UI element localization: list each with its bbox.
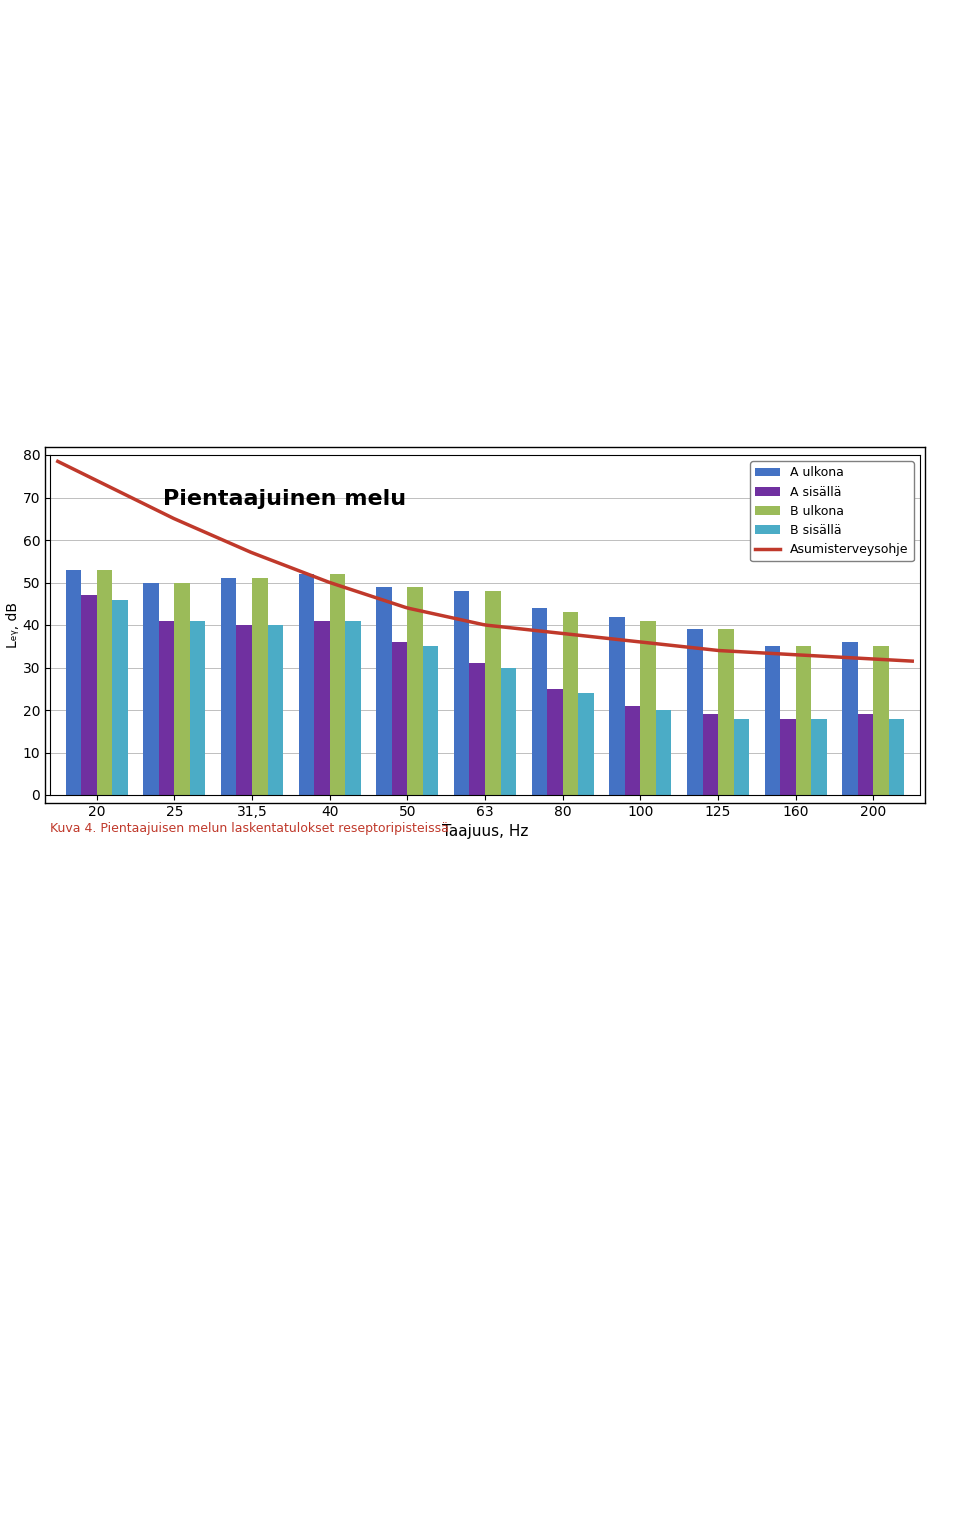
- Text: Pientaajuinen melu: Pientaajuinen melu: [163, 488, 406, 510]
- Bar: [299, 573, 314, 795]
- X-axis label: Taajuus, Hz: Taajuus, Hz: [442, 824, 528, 840]
- Bar: [407, 587, 422, 795]
- Bar: [175, 583, 190, 795]
- Bar: [874, 646, 889, 795]
- Text: Kuva 4. Pientaajuisen melun laskentatulokset reseptoripisteissä: Kuva 4. Pientaajuisen melun laskentatulo…: [50, 823, 449, 835]
- Bar: [687, 630, 703, 795]
- Bar: [422, 646, 439, 795]
- Bar: [252, 578, 268, 795]
- Bar: [640, 621, 656, 795]
- Bar: [268, 625, 283, 795]
- Bar: [889, 718, 904, 795]
- Bar: [718, 630, 733, 795]
- Asumisterveysohje: [833, 648, 845, 666]
- Bar: [547, 689, 563, 795]
- Legend: A ulkona, A sisällä, B ulkona, B sisällä, Asumisterveysohje: A ulkona, A sisällä, B ulkona, B sisällä…: [751, 461, 914, 561]
- Bar: [454, 592, 469, 795]
- Asumisterveysohje: [211, 528, 223, 546]
- Bar: [314, 621, 329, 795]
- Asumisterveysohje: [279, 557, 291, 575]
- Bar: [625, 706, 640, 795]
- Bar: [65, 570, 81, 795]
- Bar: [329, 573, 346, 795]
- Bar: [842, 642, 858, 795]
- Bar: [500, 668, 516, 795]
- Bar: [236, 625, 252, 795]
- Bar: [703, 715, 718, 795]
- Bar: [610, 616, 625, 795]
- Asumisterveysohje: [86, 468, 98, 487]
- Bar: [158, 621, 175, 795]
- Line: Asumisterveysohje: Asumisterveysohje: [58, 461, 912, 662]
- Bar: [81, 595, 97, 795]
- Bar: [765, 646, 780, 795]
- Bar: [190, 621, 205, 795]
- Bar: [578, 694, 593, 795]
- Bar: [143, 583, 158, 795]
- Bar: [780, 718, 796, 795]
- Bar: [469, 663, 485, 795]
- Bar: [376, 587, 392, 795]
- Bar: [563, 613, 578, 795]
- Bar: [392, 642, 407, 795]
- Bar: [733, 718, 749, 795]
- Asumisterveysohje: [104, 478, 115, 496]
- Bar: [346, 621, 361, 795]
- Bar: [97, 570, 112, 795]
- Asumisterveysohje: [864, 649, 876, 668]
- Y-axis label: Lₑᵧ, dB: Lₑᵧ, dB: [6, 602, 20, 648]
- Asumisterveysohje: [906, 653, 918, 671]
- Bar: [485, 592, 500, 795]
- Asumisterveysohje: [52, 452, 63, 470]
- Bar: [112, 599, 128, 795]
- Bar: [811, 718, 827, 795]
- Bar: [532, 608, 547, 795]
- Bar: [858, 715, 874, 795]
- Bar: [796, 646, 811, 795]
- Bar: [221, 578, 236, 795]
- Bar: [656, 710, 671, 795]
